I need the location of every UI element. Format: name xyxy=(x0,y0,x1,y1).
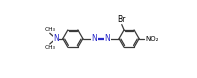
Text: NO₂: NO₂ xyxy=(145,36,159,42)
Text: N: N xyxy=(105,34,110,43)
Text: CH₃: CH₃ xyxy=(44,27,55,32)
Text: N: N xyxy=(92,34,97,43)
Text: CH₃: CH₃ xyxy=(44,45,55,50)
Text: N: N xyxy=(53,34,59,43)
Text: Br: Br xyxy=(118,15,126,24)
